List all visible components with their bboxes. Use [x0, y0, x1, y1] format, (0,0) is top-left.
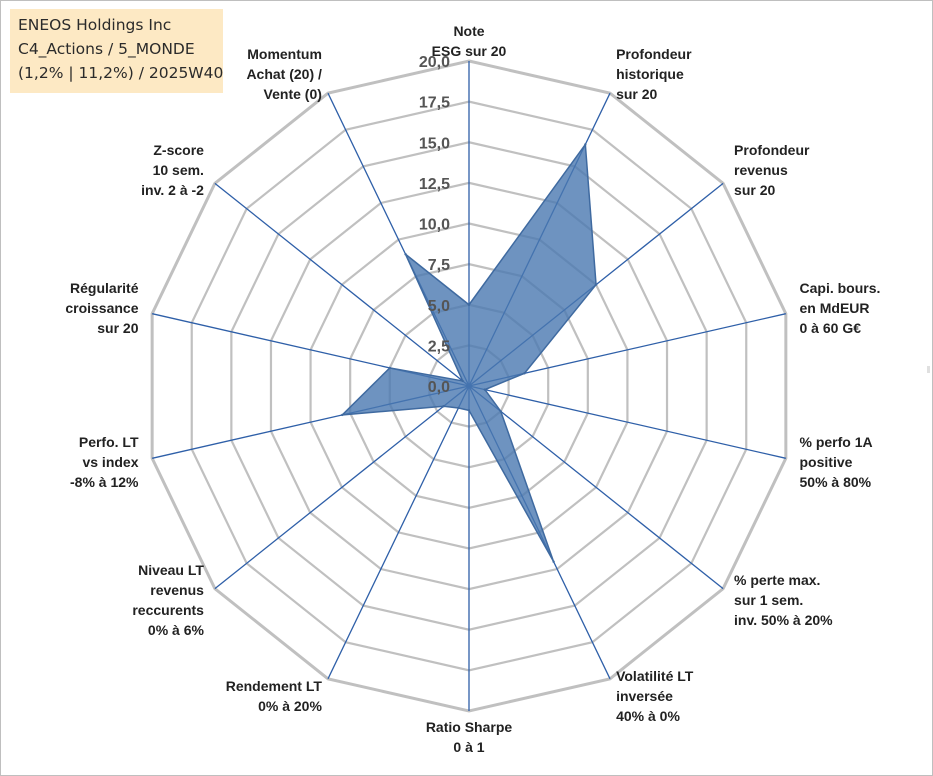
axis-label-11-line-1: Perfo. LT	[79, 434, 139, 450]
tick-label-6: 15,0	[419, 135, 450, 152]
axis-label-13: Z-score 10 sem. inv. 2 à -2	[141, 142, 204, 198]
axis-label-6-line-3: inv. 50% à 20%	[734, 612, 833, 628]
axis-spoke-10	[214, 385, 470, 590]
axis-spoke-5	[468, 385, 786, 459]
axis-label-3-line-1: Profondeur	[734, 142, 810, 158]
axis-label-3-line-2: revenus	[734, 162, 788, 178]
axis-label-12-line-2: croissance	[65, 300, 138, 316]
axis-label-3: Profondeur revenus sur 20	[734, 142, 810, 198]
axis-label-8-line-2: 0 à 1	[453, 739, 484, 755]
axis-label-14-line-1: Momentum	[247, 46, 322, 62]
axis-label-4: Capi. bours. en MdEUR 0 à 60 G€	[800, 280, 881, 336]
axis-label-12-line-3: sur 20	[97, 320, 138, 336]
axis-label-10-line-2: revenus	[150, 582, 204, 598]
axis-spoke-9	[327, 385, 470, 680]
axis-label-13-line-1: Z-score	[153, 142, 204, 158]
tick-label-8: 20,0	[419, 54, 450, 71]
scroll-handle[interactable]	[927, 366, 930, 373]
axis-label-2-line-3: sur 20	[616, 86, 657, 102]
axis-label-13-line-2: 10 sem.	[153, 162, 204, 178]
chart-title-box: ENEOS Holdings Inc C4_Actions / 5_MONDE …	[10, 9, 223, 93]
axis-label-5-line-1: % perfo 1A	[800, 434, 873, 450]
data-point-6	[499, 410, 502, 413]
data-point-8	[467, 409, 471, 412]
axis-label-12: Régularité croissance sur 20	[65, 280, 138, 336]
axis-label-4-line-3: 0 à 60 G€	[800, 320, 862, 336]
axis-label-7-line-3: 40% à 0%	[616, 708, 680, 724]
axis-label-10: Niveau LT revenus reccurents 0% à 6%	[132, 562, 204, 638]
data-point-12	[388, 366, 391, 370]
axis-label-11-line-3: -8% à 12%	[70, 474, 139, 490]
axis-label-7-line-2: inversée	[616, 688, 673, 704]
tick-label-7: 17,5	[419, 95, 450, 112]
axis-label-1: Note ESG sur 20	[432, 23, 507, 59]
axis-label-9: Rendement LT 0% à 20%	[226, 678, 323, 714]
data-point-5	[483, 388, 487, 391]
data-point-1	[467, 303, 471, 306]
data-point-10	[442, 405, 445, 408]
axis-label-2-line-1: Profondeur	[616, 46, 692, 62]
axis-label-5-line-3: 50% à 80%	[800, 474, 872, 490]
axis-spoke-6	[468, 385, 724, 590]
axis-label-6: % perte max. sur 1 sem. inv. 50% à 20%	[734, 572, 833, 628]
axis-label-4-line-1: Capi. bours.	[800, 280, 881, 296]
axis-label-9-line-1: Rendement LT	[226, 678, 323, 694]
axis-label-7-line-1: Volatilité LT	[616, 668, 694, 684]
data-point-4	[523, 372, 526, 375]
data-point-7	[552, 560, 555, 563]
axis-label-14-line-2: Achat (20) /	[246, 66, 322, 82]
radial-tick-labels: 0,0 2,5 5,0 7,5 10,0 12,5 15,0 17,5 20,0	[419, 54, 450, 396]
title-period: (1,2% | 11,2%) / 2025W40	[18, 64, 224, 82]
tick-label-2: 5,0	[428, 298, 450, 315]
axis-label-4-line-2: en MdEUR	[800, 300, 870, 316]
radar-series	[340, 142, 598, 563]
axis-label-14-line-3: Vente (0)	[264, 86, 322, 102]
axis-label-10-line-1: Niveau LT	[138, 562, 204, 578]
axis-label-12-line-1: Régularité	[70, 280, 139, 296]
data-point-13	[461, 379, 464, 383]
data-point-11	[341, 413, 344, 417]
axis-label-6-line-1: % perte max.	[734, 572, 820, 588]
tick-label-4: 10,0	[419, 217, 450, 234]
axis-label-11-line-2: vs index	[82, 454, 138, 470]
axis-label-1-line-2: ESG sur 20	[432, 43, 507, 59]
title-category: C4_Actions / 5_MONDE	[18, 40, 195, 58]
axis-label-2-line-2: historique	[616, 66, 684, 82]
tick-label-0: 0,0	[428, 379, 450, 396]
axis-spoke-13	[214, 182, 470, 387]
axis-label-3-line-3: sur 20	[734, 182, 775, 198]
tick-label-5: 12,5	[419, 176, 450, 193]
axis-label-13-line-3: inv. 2 à -2	[141, 182, 204, 198]
axis-label-10-line-4: 0% à 6%	[148, 622, 205, 638]
data-point-9	[457, 406, 460, 410]
axis-label-8: Ratio Sharpe 0 à 1	[426, 719, 513, 755]
title-company: ENEOS Holdings Inc	[18, 16, 172, 34]
tick-label-3: 7,5	[428, 257, 450, 274]
axis-label-1-line-1: Note	[453, 23, 484, 39]
axis-label-5-line-2: positive	[800, 454, 853, 470]
axis-label-9-line-2: 0% à 20%	[258, 698, 322, 714]
axis-label-5: % perfo 1A positive 50% à 80%	[800, 434, 873, 490]
data-point-14	[404, 253, 407, 256]
axis-label-14: Momentum Achat (20) / Vente (0)	[246, 46, 322, 102]
axis-label-2: Profondeur historique sur 20	[616, 46, 692, 102]
data-point-3	[594, 283, 598, 286]
data-point-2	[584, 143, 587, 146]
axis-label-8-line-1: Ratio Sharpe	[426, 719, 513, 735]
axis-label-7: Volatilité LT inversée 40% à 0%	[616, 668, 694, 724]
axis-labels: Note ESG sur 20 Profondeur historique sur 20…	[65, 23, 880, 755]
axis-label-6-line-2: sur 1 sem.	[734, 592, 803, 608]
axis-label-10-line-3: reccurents	[132, 602, 204, 618]
tick-label-1: 2,5	[428, 338, 450, 355]
axis-label-11: Perfo. LT vs index -8% à 12%	[70, 434, 139, 490]
